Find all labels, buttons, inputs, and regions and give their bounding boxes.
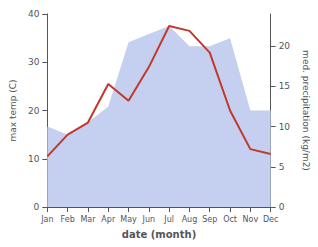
- svg-text:Jun: Jun: [142, 215, 156, 224]
- svg-text:med. precipitation (kg/m2): med. precipitation (kg/m2): [301, 50, 311, 171]
- svg-text:May: May: [120, 215, 137, 224]
- svg-text:10: 10: [28, 154, 40, 164]
- svg-text:Oct: Oct: [223, 215, 237, 224]
- svg-text:5: 5: [279, 162, 285, 172]
- svg-text:Dec: Dec: [263, 215, 278, 224]
- svg-text:0: 0: [34, 202, 40, 212]
- svg-text:Sep: Sep: [202, 215, 217, 224]
- svg-text:15: 15: [279, 81, 290, 91]
- svg-text:30: 30: [28, 57, 40, 67]
- svg-text:0: 0: [279, 202, 285, 212]
- svg-text:Jan: Jan: [40, 215, 53, 224]
- svg-text:Apr: Apr: [101, 215, 116, 224]
- svg-text:Feb: Feb: [61, 215, 75, 224]
- svg-text:max temp (C): max temp (C): [8, 79, 18, 141]
- svg-text:date (month): date (month): [122, 229, 196, 240]
- svg-text:20: 20: [279, 41, 291, 51]
- svg-text:Nov: Nov: [243, 215, 259, 224]
- svg-text:Jul: Jul: [163, 215, 174, 224]
- svg-text:10: 10: [279, 122, 291, 132]
- svg-text:Aug: Aug: [182, 215, 198, 224]
- svg-text:20: 20: [28, 106, 40, 116]
- svg-text:40: 40: [28, 9, 40, 19]
- svg-text:Mar: Mar: [80, 215, 96, 224]
